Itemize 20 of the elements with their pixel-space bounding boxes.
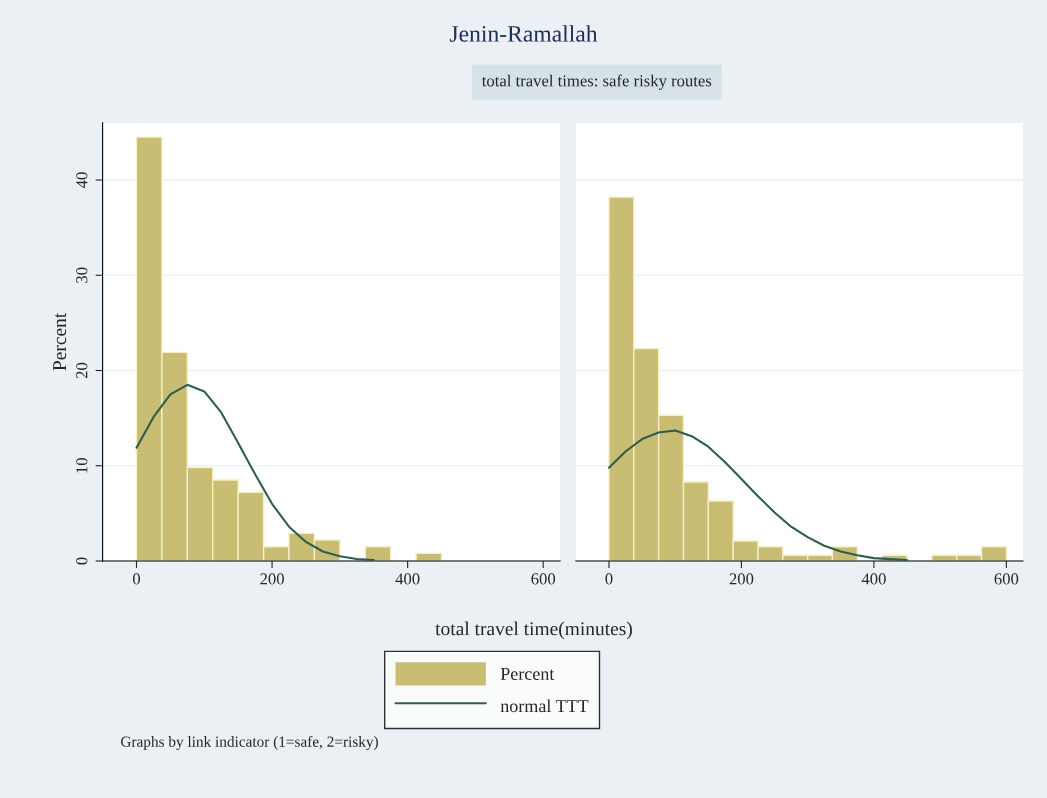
text: Graphs by link indicator (1=safe, 2=risky) [121,735,378,750]
x-tick-label: 400 [395,573,420,585]
x-tick-label: 0 [132,573,141,585]
y-tick-label: 10 [76,458,88,473]
x-tick-label: 400 [861,573,886,585]
legend-label: normal TTT [500,699,589,713]
x-tick-label: 600 [994,573,1019,585]
x-tick-label: 200 [260,573,284,585]
x-axis-title: total travel time(minutes) [435,621,632,640]
x-tick-label: 0 [605,573,613,585]
chart-title: Jenin-Ramallah [449,25,598,42]
y-tick-label: 40 [76,172,88,189]
legend-label: Percent [500,667,555,680]
x-tick-label: 200 [729,573,754,585]
text: total travel times: safe risky routes [481,74,712,90]
x-tick-label: 600 [531,573,556,585]
y-tick-label: 0 [76,557,88,565]
y-axis-title: Percent [53,312,67,371]
y-tick-label: 20 [76,362,88,379]
y-tick-label: 30 [76,267,88,283]
